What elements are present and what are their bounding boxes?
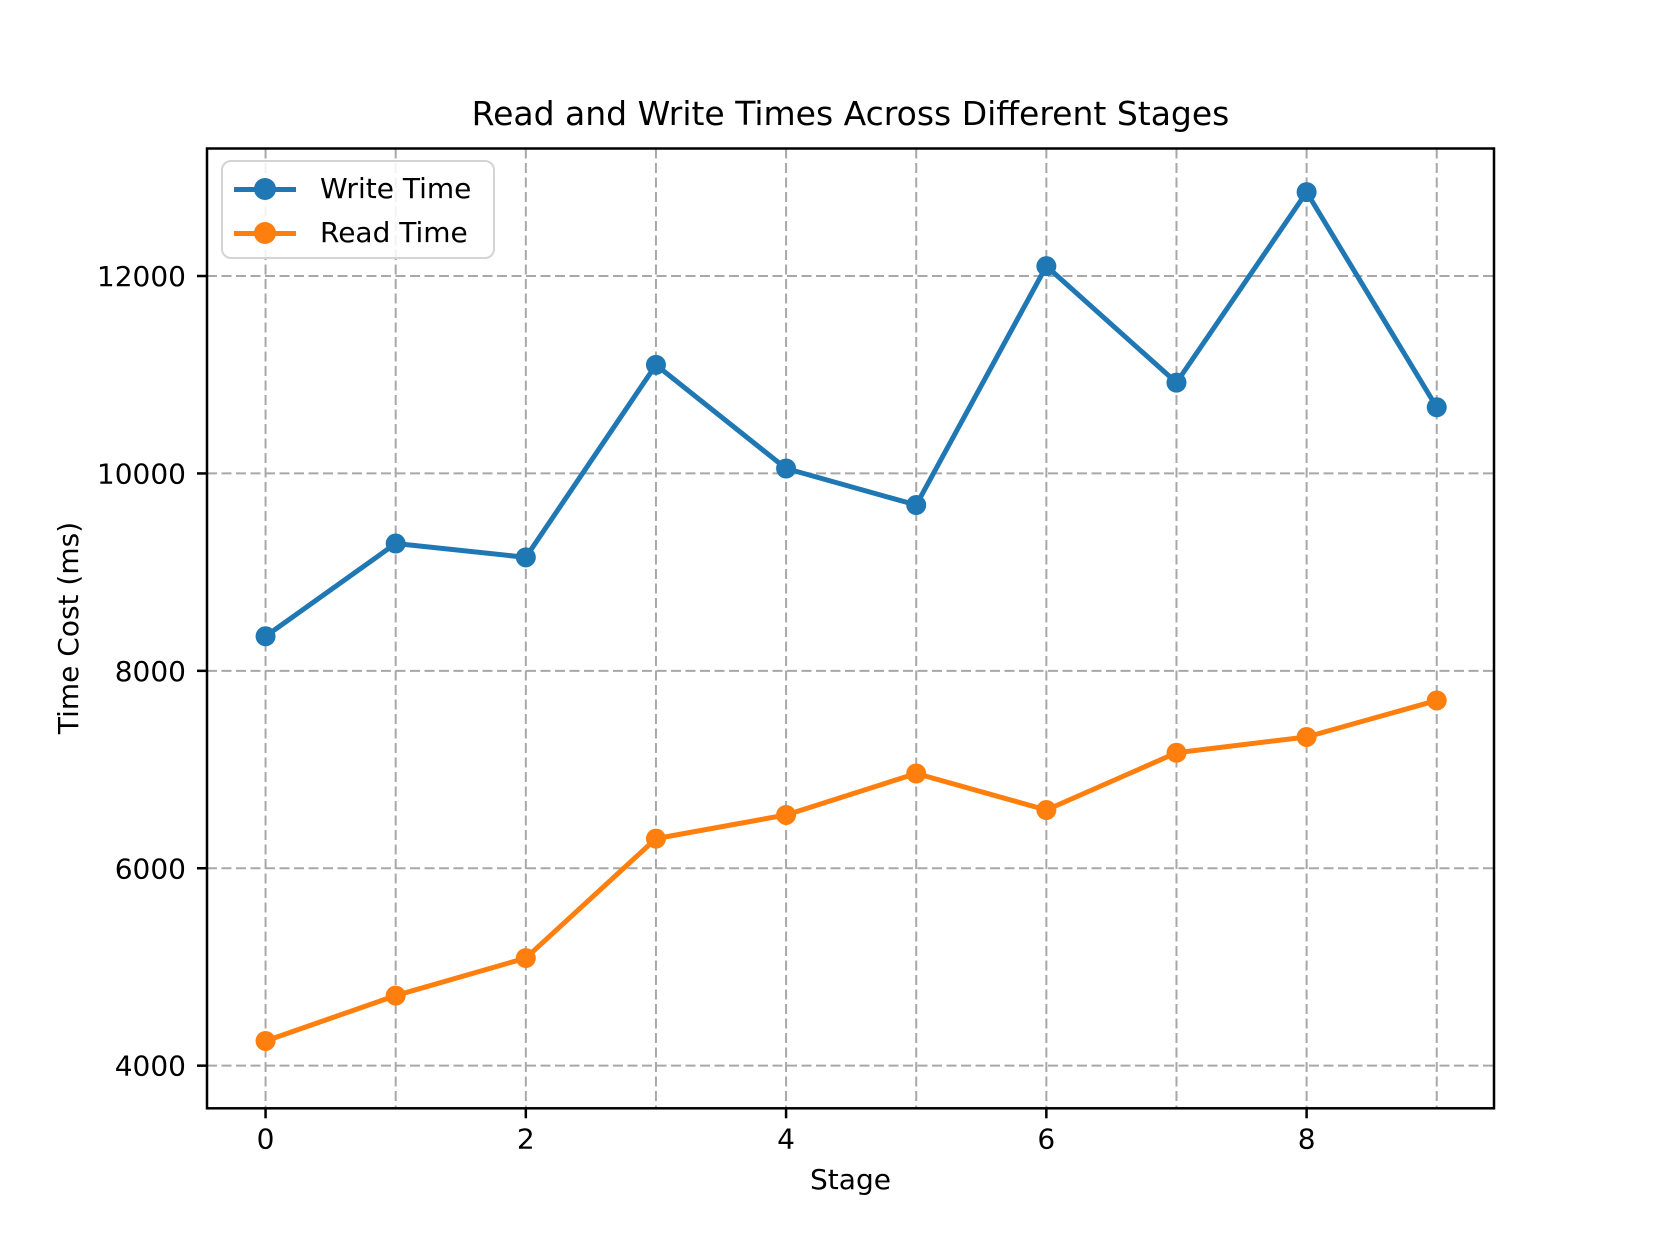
data-point-marker — [645, 828, 666, 849]
series-line — [263, 189, 1440, 639]
y-tick-label: 4000 — [115, 1050, 186, 1083]
legend-entry-read-time: Read Time — [234, 211, 471, 255]
axes-box — [205, 147, 1496, 1110]
legend-entry-write-time: Write Time — [234, 167, 471, 211]
data-point-marker — [1426, 397, 1447, 418]
data-point-marker — [776, 804, 797, 825]
grid-layer — [207, 148, 1494, 1109]
data-point-marker — [1036, 800, 1057, 821]
line-marker-icon — [234, 177, 296, 201]
data-point-marker — [1296, 182, 1317, 203]
line-marker-icon — [234, 221, 296, 245]
data-point-marker — [645, 354, 666, 375]
data-point-marker — [515, 948, 536, 969]
data-point-marker — [1036, 256, 1057, 277]
legend-label-read-time: Read Time — [320, 216, 468, 249]
x-tick-label: 2 — [517, 1122, 535, 1155]
data-point-marker — [906, 495, 927, 516]
legend-label-write-time: Write Time — [320, 172, 472, 205]
y-tick-label: 6000 — [115, 852, 186, 885]
data-point-marker — [906, 763, 927, 784]
y-tick-label: 12000 — [97, 260, 186, 293]
y-tick-label: 8000 — [115, 655, 186, 688]
data-point-marker — [385, 533, 406, 554]
data-point-marker — [1166, 372, 1187, 393]
y-tick-label: 10000 — [97, 457, 186, 490]
data-point-marker — [385, 985, 406, 1006]
x-tick-label: 0 — [257, 1122, 275, 1155]
data-point-marker — [515, 547, 536, 568]
chart-title: Read and Write Times Across Different St… — [471, 94, 1230, 133]
legend-dot-sample — [254, 178, 276, 200]
legend: Write Time Read Time — [221, 160, 496, 259]
data-point-marker — [255, 626, 276, 647]
legend-dot-sample — [254, 222, 276, 244]
data-point-marker — [1166, 742, 1187, 763]
x-tick-label: 8 — [1298, 1122, 1316, 1155]
tick-label-layer: 4000 6000 8000 10000 12000 0 2 4 6 8 — [97, 260, 1316, 1155]
data-point-marker — [1426, 690, 1447, 711]
data-point-marker — [776, 458, 797, 479]
series-write-time — [255, 182, 1447, 647]
x-axis-label: Stage — [810, 1163, 891, 1196]
data-point-marker — [255, 1030, 276, 1051]
y-axis-label: Time Cost (ms) — [52, 521, 85, 735]
x-tick-label: 6 — [1037, 1122, 1055, 1155]
data-point-marker — [1296, 726, 1317, 747]
series-read-time — [255, 690, 1447, 1051]
series-line — [263, 697, 1440, 1044]
x-tick-label: 4 — [777, 1122, 795, 1155]
tick-layer — [197, 274, 1308, 1119]
